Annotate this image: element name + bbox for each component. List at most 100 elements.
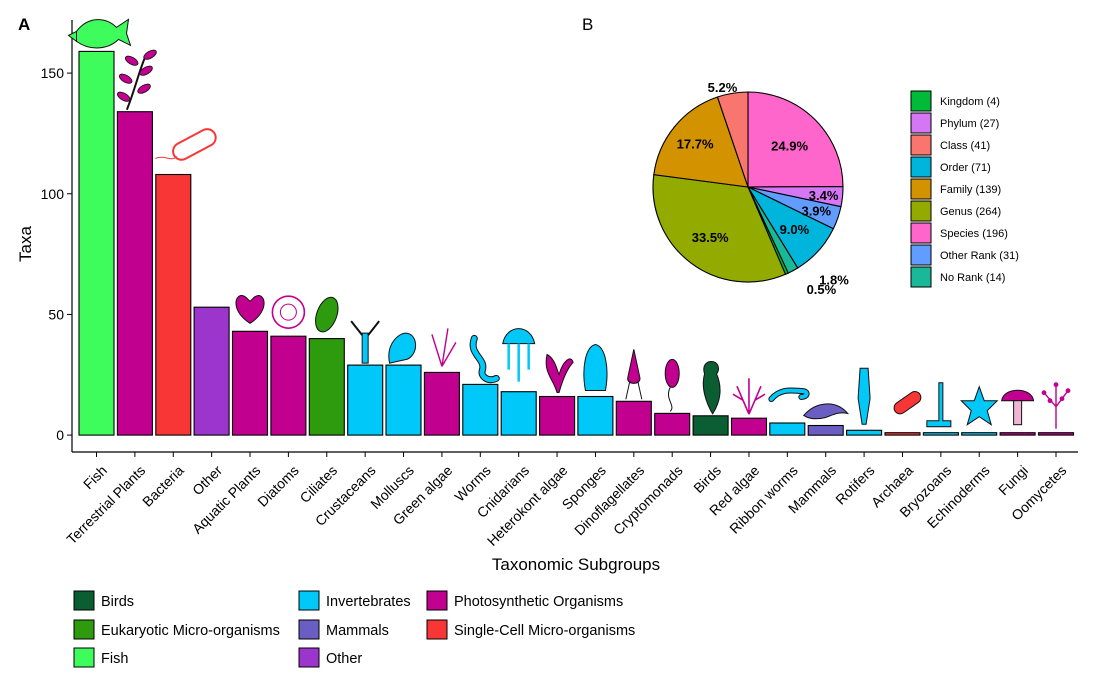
red-algae-icon [732,378,766,415]
slice-class-41 [716,91,749,188]
bar-crustaceans [347,364,384,436]
molluscs-icon [388,332,417,364]
rank-legend-label-order-71: Order (71) [940,162,991,174]
bar-aquatic-plants [231,330,269,436]
legend-label-birds: Birds [101,594,134,610]
legend-item-mammals: Mammals [298,619,389,640]
bar-heterokont-algae [539,395,576,436]
bar-green-algae [423,371,460,436]
bar-ribbon-worms [769,422,806,436]
rank-legend-key-kingdom-4 [910,90,932,112]
aquatic-plants-icon [235,295,265,324]
slice-label-order-71: 9.0% [780,222,810,237]
rank-legend-key-genus-264 [910,200,932,222]
pie-slices [652,91,844,283]
category-label-cryptomonads: Cryptomonads [610,462,686,538]
legend-item-other: Other [298,647,362,668]
bar-bacteria [155,173,192,436]
category-label-diatoms: Diatoms [254,462,302,510]
slice-label-phylum-27: 3.4% [809,188,839,203]
bar-echinoderms [961,432,998,436]
category-label-birds: Birds [690,462,724,496]
x-axis-title: Taxonomic Subgroups [492,555,660,574]
legend-label-eukaryotic-micro-organisms: Eukaryotic Micro-organisms [101,623,280,639]
legend-item-fish: Fish [73,647,128,668]
y-tick-label-0: 0 [56,427,64,443]
legend-key-mammals [298,619,320,640]
bar-terrestrial-plants [116,111,153,436]
terrestrial-plants-icon [116,49,157,111]
echinoderms-icon [960,385,999,426]
legend-label-fish: Fish [101,651,128,667]
legend-key-photosynthetic-organisms [426,590,448,611]
legend-key-birds [73,590,95,611]
legend-key-other [298,647,320,668]
y-axis: 0 50 100 150 [41,20,73,452]
rank-legend-key-other-rank-31 [910,244,932,266]
slice-label-other-rank-31: 3.9% [801,204,831,219]
slice-label-kingdom-4: 0.5% [807,282,837,297]
bar-bryozoans [922,432,959,436]
legend-label-invertebrates: Invertebrates [326,594,411,610]
diatoms-icon [271,295,306,329]
pie-chart: 24.9% 3.4%3.9% 9.0% 1.8%0.5% 33.5% 17.7% 5.2% [652,80,849,297]
organism-icons [67,18,1071,429]
fungi-icon [1001,389,1035,426]
fish-icon [67,18,132,49]
y-tick-label-150: 150 [41,65,65,81]
sponges-icon [583,343,608,391]
legend-key-invertebrates [298,590,320,611]
bryozoans-icon [926,382,952,428]
slice-genus-264 [652,174,787,283]
cnidarians-icon [502,328,536,382]
rank-legend-key-phylum-27 [910,112,932,134]
rank-legend-label-kingdom-4: Kingdom (4) [940,96,1000,108]
bar-oomycetes [1037,432,1075,436]
y-tick-label-100: 100 [41,186,65,202]
panel-a-label: A [18,15,30,34]
rotifers-icon [857,367,871,425]
worms-icon [469,334,500,384]
rank-legend-item-order-71: Order (71) [910,156,991,178]
rank-legend-label-class-41: Class (41) [940,140,990,152]
legend-item-birds: Birds [73,590,134,611]
category-label-fish: Fish [80,462,110,492]
rank-legend-item-phylum-27: Phylum (27) [910,112,999,134]
archaea-icon [893,391,922,415]
slice-label-species-196: 24.9% [771,138,808,153]
category-label-bacteria: Bacteria [139,462,187,510]
rank-legend-item-genus-264: Genus (264) [910,200,1001,222]
legend-label-photosynthetic-organisms: Photosynthetic Organisms [454,594,623,610]
rank-legend-label-other-rank-31: Other Rank (31) [940,250,1019,262]
y-axis-title: Taxa [16,226,35,262]
cryptomonads-icon [664,358,680,412]
bar-other [193,306,230,436]
bar-fish [78,50,115,436]
oomycetes-icon [1041,382,1071,429]
category-label-aquatic-plants: Aquatic Plants [189,462,264,537]
legend-label-single-cell-micro-organisms: Single-Cell Micro-organisms [454,623,635,639]
slice-label-class-41: 5.2% [708,80,738,95]
heterokont-algae-icon [545,353,574,393]
legend-item-single-cell-micro-organisms: Single-Cell Micro-organisms [426,619,635,640]
x-axis [72,451,1078,457]
rank-legend-key-class-41 [910,134,932,156]
mammals-icon [802,403,850,420]
rank-legend: Kingdom (4) Phylum (27) Class (41) Order (7… [910,90,1019,288]
rank-legend-label-species-196: Species (196) [940,228,1008,240]
bacteria-icon [155,128,217,161]
category-label-other: Other [189,462,225,498]
rank-legend-item-class-41: Class (41) [910,134,990,156]
birds-icon [702,361,721,415]
rank-legend-item-kingdom-4: Kingdom (4) [910,90,1000,112]
rank-legend-key-species-196 [910,222,932,244]
bar-dinoflagellates [615,400,652,436]
slice-label-no-rank-14: 1.8% [819,272,849,287]
rank-legend-item-other-rank-31: Other Rank (31) [910,244,1019,266]
rank-legend-label-genus-264: Genus (264) [940,206,1001,218]
crustaceans-icon [350,320,380,364]
legend-item-eukaryotic-micro-organisms: Eukaryotic Micro-organisms [73,619,280,640]
rank-legend-label-phylum-27: Phylum (27) [940,118,999,130]
bar-mammals [807,424,844,436]
